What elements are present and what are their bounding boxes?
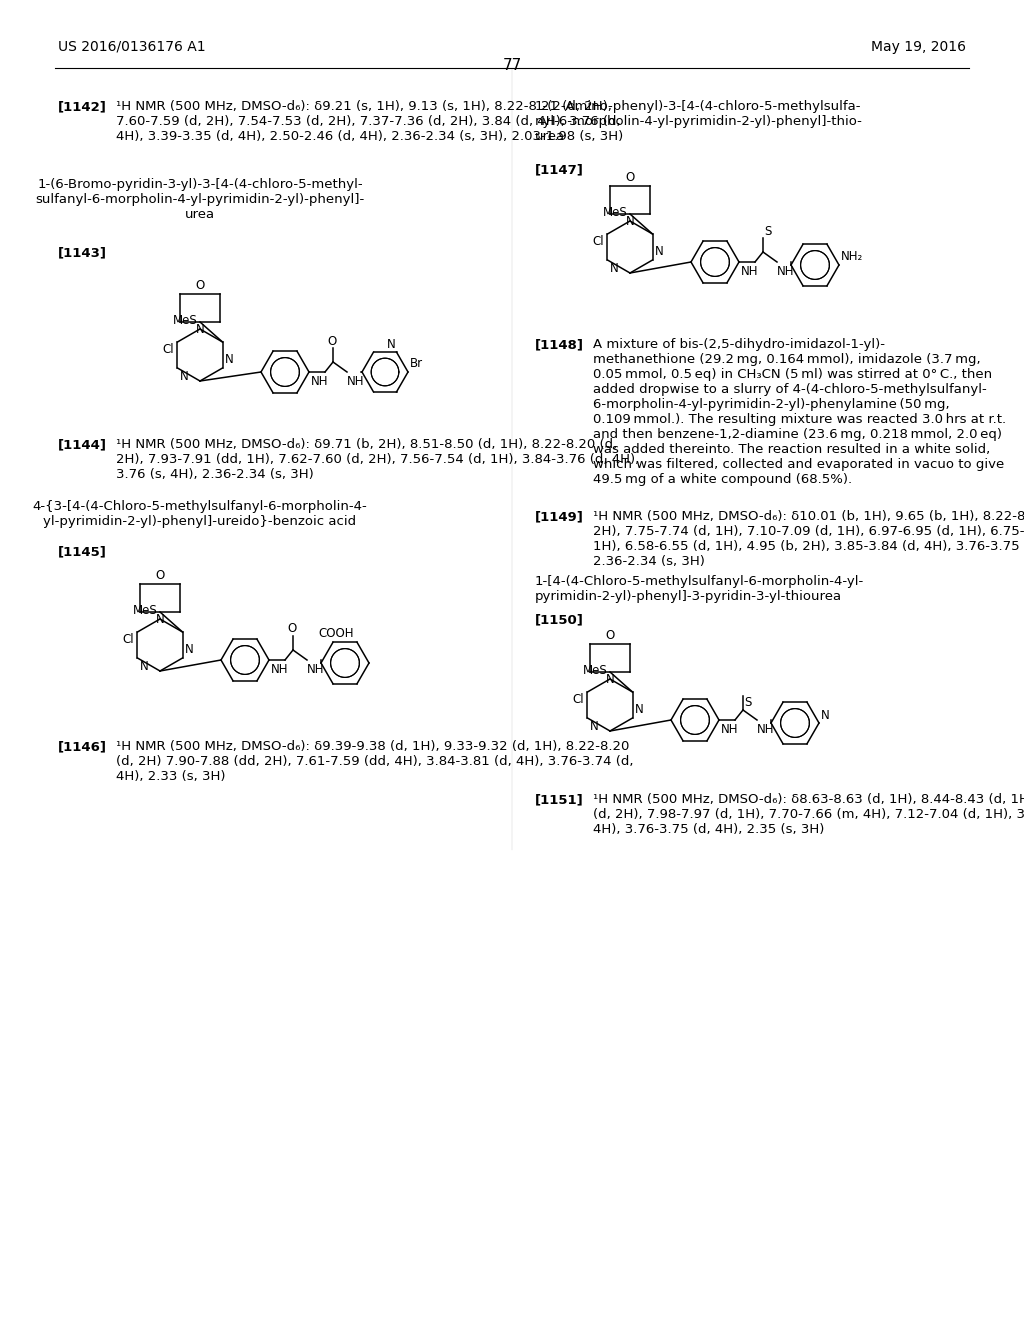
Text: ¹H NMR (500 MHz, DMSO-d₆): δ9.71 (b, 2H), 8.51-8.50 (d, 1H), 8.22-8.20 (d,
2H), : ¹H NMR (500 MHz, DMSO-d₆): δ9.71 (b, 2H)… [116,438,639,480]
Text: [1142]: [1142] [58,100,106,114]
Text: NH: NH [777,265,795,279]
Text: N: N [184,643,194,656]
Text: [1144]: [1144] [58,438,106,451]
Text: Br: Br [410,356,423,370]
Text: N: N [156,612,165,626]
Text: NH₂: NH₂ [841,249,863,263]
Text: NH: NH [721,723,738,737]
Text: NH: NH [347,375,365,388]
Text: A mixture of bis-(2,5-dihydro-imidazol-1-yl)-
methanethione (29.2 mg, 0.164 mmol: A mixture of bis-(2,5-dihydro-imidazol-1… [593,338,1007,486]
Text: S: S [764,224,771,238]
Text: [1148]: [1148] [535,338,584,351]
Text: N: N [609,261,618,275]
Text: US 2016/0136176 A1: US 2016/0136176 A1 [58,40,206,54]
Text: N: N [179,370,188,383]
Text: NH: NH [307,663,325,676]
Text: MeS: MeS [584,664,608,677]
Text: N: N [590,719,598,733]
Text: MeS: MeS [173,314,198,327]
Text: N: N [626,215,635,228]
Text: COOH: COOH [318,627,354,640]
Text: NH: NH [271,663,289,676]
Text: MeS: MeS [603,206,628,219]
Text: N: N [196,323,205,337]
Text: MeS: MeS [133,605,158,616]
Text: O: O [288,622,297,635]
Text: O: O [328,335,337,348]
Text: O: O [196,279,205,292]
Text: 1-(6-Bromo-pyridin-3-yl)-3-[4-(4-chloro-5-methyl-
sulfanyl-6-morpholin-4-yl-pyri: 1-(6-Bromo-pyridin-3-yl)-3-[4-(4-chloro-… [36,178,365,220]
Text: Cl: Cl [593,235,604,248]
Text: [1143]: [1143] [58,246,106,259]
Text: O: O [156,569,165,582]
Text: 77: 77 [503,58,521,73]
Text: S: S [744,696,752,709]
Text: 1-[4-(4-Chloro-5-methylsulfanyl-6-morpholin-4-yl-
pyrimidin-2-yl)-phenyl]-3-pyri: 1-[4-(4-Chloro-5-methylsulfanyl-6-morpho… [535,576,864,603]
Text: Cl: Cl [572,693,585,706]
Text: NH: NH [311,375,329,388]
Text: NH: NH [757,723,774,737]
Text: N: N [654,246,664,257]
Text: 1-(2-Amino-phenyl)-3-[4-(4-chloro-5-methylsulfa-
nyl-6-morpholin-4-yl-pyrimidin-: 1-(2-Amino-phenyl)-3-[4-(4-chloro-5-meth… [535,100,863,143]
Text: Cl: Cl [163,343,174,356]
Text: N: N [605,673,614,686]
Text: ¹H NMR (500 MHz, DMSO-d₆): δ10.01 (b, 1H), 9.65 (b, 1H), 8.22-8.20 (d,
2H), 7.75: ¹H NMR (500 MHz, DMSO-d₆): δ10.01 (b, 1H… [593,510,1024,568]
Text: N: N [139,660,148,673]
Text: N: N [387,338,395,351]
Text: N: N [821,709,829,722]
Text: NH: NH [741,265,759,279]
Text: O: O [626,172,635,183]
Text: ¹H NMR (500 MHz, DMSO-d₆): δ9.39-9.38 (d, 1H), 9.33-9.32 (d, 1H), 8.22-8.20
(d, : ¹H NMR (500 MHz, DMSO-d₆): δ9.39-9.38 (d… [116,741,634,783]
Text: N: N [635,704,643,715]
Text: ¹H NMR (500 MHz, DMSO-d₆): δ8.63-8.63 (d, 1H), 8.44-8.43 (d, 1H), 8.26-8.24
(d, : ¹H NMR (500 MHz, DMSO-d₆): δ8.63-8.63 (d… [593,793,1024,836]
Text: May 19, 2016: May 19, 2016 [871,40,966,54]
Text: [1151]: [1151] [535,793,584,807]
Text: [1150]: [1150] [535,612,584,626]
Text: Cl: Cl [123,634,134,645]
Text: ¹H NMR (500 MHz, DMSO-d₆): δ9.21 (s, 1H), 9.13 (s, 1H), 8.22-8.21 (d, 2H),
7.60-: ¹H NMR (500 MHz, DMSO-d₆): δ9.21 (s, 1H)… [116,100,624,143]
Text: N: N [224,352,233,366]
Text: [1145]: [1145] [58,545,106,558]
Text: [1146]: [1146] [58,741,106,752]
Text: [1147]: [1147] [535,162,584,176]
Text: [1149]: [1149] [535,510,584,523]
Text: O: O [605,630,614,642]
Text: 4-{3-[4-(4-Chloro-5-methylsulfanyl-6-morpholin-4-
yl-pyrimidin-2-yl)-phenyl]-ure: 4-{3-[4-(4-Chloro-5-methylsulfanyl-6-mor… [33,500,368,528]
